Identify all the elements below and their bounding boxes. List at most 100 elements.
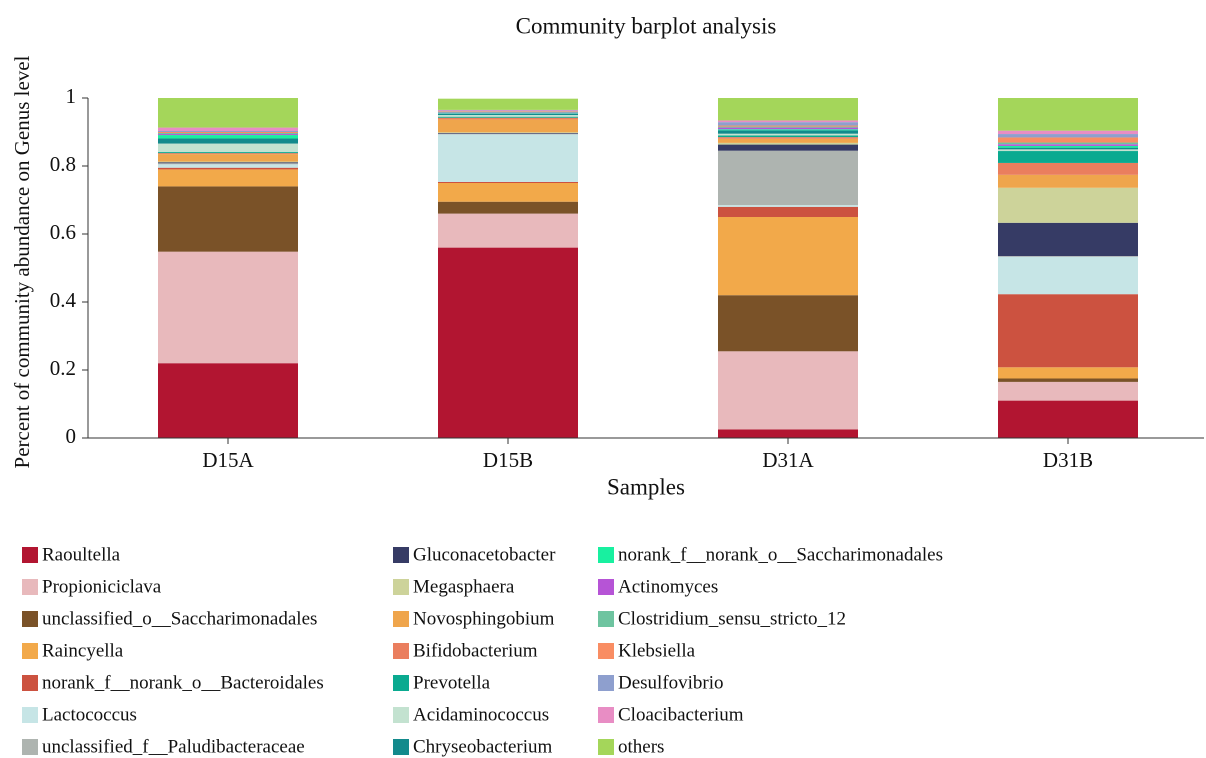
- legend-swatch: [393, 675, 409, 691]
- legend-label: Raincyella: [42, 640, 124, 661]
- bar-segment: [718, 217, 858, 296]
- bar-segment: [718, 137, 858, 139]
- legend-label: Clostridium_sensu_stricto_12: [618, 608, 846, 629]
- bar-segment: [998, 222, 1138, 257]
- legend-swatch: [393, 707, 409, 723]
- bar-segment: [998, 162, 1138, 175]
- bar-segment: [998, 294, 1138, 368]
- bar-segment: [718, 120, 858, 123]
- legend-label: Prevotella: [413, 672, 491, 693]
- legend-swatch: [393, 611, 409, 627]
- legend-swatch: [22, 643, 38, 659]
- bar-segment: [998, 378, 1138, 382]
- bar-segment: [718, 429, 858, 438]
- legend-swatch: [22, 611, 38, 627]
- bar-segment: [158, 127, 298, 131]
- bar-segment: [158, 152, 298, 154]
- bar-segment: [438, 117, 578, 120]
- bar-segment: [158, 98, 298, 128]
- bar-segment: [158, 135, 298, 139]
- bar-segment: [158, 154, 298, 162]
- bar-segment: [158, 133, 298, 135]
- legend-label: Cloacibacterium: [618, 704, 744, 725]
- bar-segment: [998, 174, 1138, 188]
- x-tick-label: D31A: [762, 448, 814, 472]
- bar-segment: [158, 132, 298, 134]
- bar-segment: [998, 142, 1138, 145]
- bar-segment: [998, 145, 1138, 148]
- legend-swatch: [393, 579, 409, 595]
- bar-segment: [998, 187, 1138, 223]
- bar-segment: [438, 113, 578, 115]
- bar-segment: [718, 127, 858, 130]
- legend-label: Lactococcus: [42, 704, 137, 725]
- bar-segment: [718, 351, 858, 430]
- legend-swatch: [22, 547, 38, 563]
- legend-label: Bifidobacterium: [413, 640, 538, 661]
- bar-segment: [438, 98, 578, 110]
- bar-segment: [438, 132, 578, 134]
- bar-segment: [998, 149, 1138, 152]
- chart-title: Community barplot analysis: [516, 13, 777, 38]
- bar-segment: [998, 400, 1138, 438]
- bar-segment: [438, 119, 578, 133]
- bar-segment: [718, 98, 858, 121]
- legend-label: Acidaminococcus: [413, 704, 549, 725]
- legend-swatch: [598, 579, 614, 595]
- legend-swatch: [22, 707, 38, 723]
- y-tick-label: 0.4: [50, 288, 77, 312]
- bar-segment: [718, 205, 858, 207]
- legend-label: Klebsiella: [618, 640, 696, 661]
- x-axis-label: Samples: [607, 474, 685, 499]
- legend-swatch: [393, 643, 409, 659]
- bar-segment: [158, 163, 298, 165]
- legend-swatch: [598, 707, 614, 723]
- bar-segment: [438, 134, 578, 182]
- bar-segment: [158, 130, 298, 132]
- bar-segment: [438, 213, 578, 248]
- legend-label: unclassified_f__Paludibacteraceae: [42, 736, 305, 757]
- y-tick-label: 1: [66, 84, 77, 108]
- bar-segment: [718, 142, 858, 145]
- legend-label: Novosphingobium: [413, 608, 555, 629]
- legend-swatch: [22, 739, 38, 755]
- legend-label: others: [618, 736, 664, 757]
- bar-segment: [158, 186, 298, 252]
- bar-segment: [718, 295, 858, 352]
- bar-segment: [998, 151, 1138, 163]
- legend-label: Chryseobacterium: [413, 736, 553, 757]
- bar-segment: [998, 256, 1138, 295]
- bar-segment: [158, 134, 298, 136]
- bar-segment: [718, 133, 858, 136]
- legend-label: norank_f__norank_o__Saccharimonadales: [618, 544, 943, 565]
- legend-swatch: [22, 675, 38, 691]
- legend-swatch: [598, 739, 614, 755]
- legend-label: Actinomyces: [618, 576, 718, 597]
- bar-segment: [438, 111, 578, 112]
- x-tick-label: D31B: [1043, 448, 1093, 472]
- y-tick-label: 0: [66, 424, 77, 448]
- bar-segment: [438, 116, 578, 118]
- bar-segment: [158, 138, 298, 144]
- x-tick-label: D15A: [202, 448, 254, 472]
- bar-segment: [718, 206, 858, 217]
- bar-segment: [718, 125, 858, 127]
- y-axis-label: Percent of community abundance on Genus …: [10, 55, 34, 468]
- y-tick-label: 0.6: [50, 220, 76, 244]
- bar-segment: [998, 130, 1138, 135]
- legend-label: unclassified_o__Saccharimonadales: [42, 608, 317, 629]
- bar-segment: [438, 111, 578, 113]
- bar-segment: [998, 256, 1138, 257]
- bar-segment: [438, 115, 578, 117]
- bar-segment: [438, 201, 578, 214]
- legend-swatch: [393, 547, 409, 563]
- bar-segment: [438, 133, 578, 135]
- bar-segment: [158, 153, 298, 155]
- bar-segment: [718, 122, 858, 126]
- bar-segment: [438, 247, 578, 438]
- legend-swatch: [598, 611, 614, 627]
- y-tick-label: 0.2: [50, 356, 76, 380]
- legend-label: norank_f__norank_o__Bacteroidales: [42, 672, 324, 693]
- bar-segment: [158, 164, 298, 168]
